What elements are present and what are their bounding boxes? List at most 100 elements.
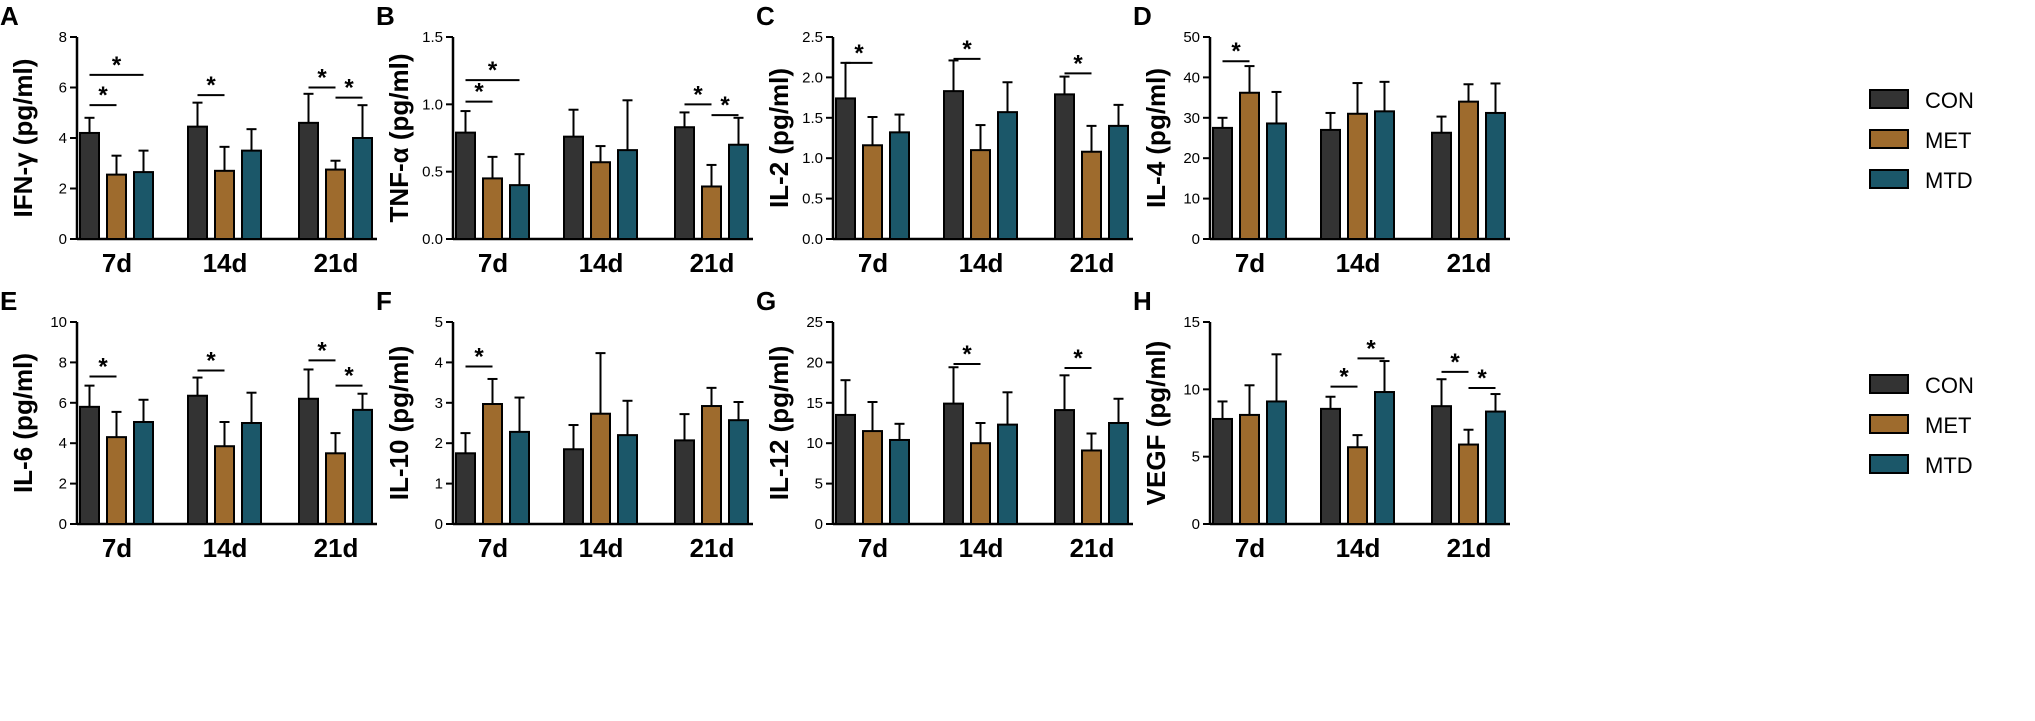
panel-d: D IL-4 (pg/ml) 0 10 20 30 40 50 7d 14d 21d * [1133, 1, 1510, 278]
x-tick-label-c-14d: 14d [959, 248, 1004, 278]
bar-b-mtd-14d [617, 149, 638, 240]
legend-swatch-con [1869, 374, 1909, 394]
y-tick-label-f-4: 4 [435, 354, 443, 371]
legend-label-mtd: MTD [1925, 453, 1973, 478]
x-tick-label-d-7d: 7d [1235, 248, 1265, 278]
y-tick-label-b-0: 0.0 [422, 231, 443, 248]
bar-h-mtd-7d [1266, 400, 1287, 526]
bar-f-mtd-21d [728, 419, 749, 525]
x-tick-label-c-21d: 21d [1070, 248, 1115, 278]
y-tick-label-g-5: 25 [806, 314, 823, 331]
x-tick-label-c-7d: 7d [858, 248, 888, 278]
x-tick-label-a-14d: 14d [203, 248, 248, 278]
legend-1: CON MET MTD [1869, 88, 1974, 193]
y-tick-label-a-2: 4 [59, 130, 67, 147]
bar-d-mtd-21d [1485, 111, 1506, 240]
panel-c: C IL-2 (pg/ml) 0.0 0.5 1.0 1.5 2.0 2.5 7d 14d 21d *… [756, 1, 1133, 278]
x-tick-label-d-21d: 21d [1447, 248, 1492, 278]
y-tick-label-c-5: 2.5 [802, 29, 823, 46]
y-axis-label-h: VEGF (pg/ml) [1141, 341, 1171, 506]
bar-d-met-7d [1239, 91, 1260, 240]
y-tick-label-f-5: 5 [435, 314, 443, 331]
bar-d-con-7d [1212, 126, 1233, 240]
legend-label-con: CON [1925, 88, 1974, 113]
x-tick-label-e-21d: 21d [314, 533, 359, 563]
bar-c-con-7d [835, 97, 856, 240]
bar-e-con-7d [79, 405, 100, 525]
panel-h: H VEGF (pg/ml) 0 5 10 15 7d 14d 21d * * * * [1133, 286, 1510, 563]
y-tick-label-e-1: 2 [59, 476, 67, 493]
y-tick-label-e-4: 8 [59, 354, 67, 371]
sig-star-b-2: * [693, 81, 703, 108]
sig-star-b-0: * [474, 79, 484, 106]
x-tick-label-h-14d: 14d [1336, 533, 1381, 563]
bar-e-met-14d [214, 445, 235, 526]
bar-h-con-14d [1320, 407, 1341, 525]
bar-c-con-21d [1054, 93, 1075, 240]
sig-star-b-3: * [720, 92, 730, 119]
y-tick-label-d-3: 30 [1183, 110, 1200, 127]
sig-star-h-1: * [1366, 335, 1376, 362]
sig-star-c-0: * [854, 40, 864, 67]
y-tick-label-e-3: 6 [59, 395, 67, 412]
sig-star-h-0: * [1339, 364, 1349, 391]
bar-f-mtd-14d [617, 434, 638, 525]
y-tick-label-d-2: 20 [1183, 150, 1200, 167]
bar-f-met-7d [482, 403, 503, 525]
y-tick-label-b-3: 1.5 [422, 29, 443, 46]
bar-f-con-14d [563, 448, 584, 526]
panel-letter-b: B [376, 1, 395, 31]
legend-label-met: MET [1925, 413, 1971, 438]
sig-star-a-0: * [98, 82, 108, 109]
bar-e-mtd-14d [241, 422, 262, 525]
panel-letter-h: H [1133, 286, 1152, 316]
bar-h-met-21d [1458, 443, 1479, 525]
sig-star-e-2: * [317, 337, 327, 364]
bar-b-met-14d [590, 161, 611, 241]
y-tick-label-h-1: 5 [1192, 449, 1200, 466]
sig-star-a-2: * [206, 72, 216, 99]
bar-c-met-14d [970, 149, 991, 240]
y-axis-label-g: IL-12 (pg/ml) [764, 346, 794, 501]
panel-letter-f: F [376, 286, 392, 316]
sig-star-d-0: * [1231, 38, 1241, 65]
legend-swatch-mtd [1869, 169, 1909, 189]
y-tick-label-a-4: 8 [59, 29, 67, 46]
y-tick-label-c-1: 0.5 [802, 191, 823, 208]
bar-h-con-7d [1212, 417, 1233, 525]
y-tick-label-a-0: 0 [59, 231, 67, 248]
bar-a-con-21d [298, 121, 319, 240]
panel-letter-d: D [1133, 1, 1152, 31]
bar-h-met-14d [1347, 446, 1368, 525]
y-tick-label-b-2: 1.0 [422, 96, 443, 113]
bar-c-met-7d [862, 144, 883, 240]
y-axis-label-d: IL-4 (pg/ml) [1141, 68, 1171, 208]
bar-d-con-14d [1320, 128, 1341, 240]
y-tick-label-h-2: 10 [1183, 381, 1200, 398]
bar-g-con-14d [943, 402, 964, 525]
y-tick-label-b-1: 0.5 [422, 164, 443, 181]
bar-a-mtd-7d [133, 171, 154, 240]
y-tick-label-c-0: 0.0 [802, 231, 823, 248]
bar-f-con-21d [674, 439, 695, 526]
bar-b-con-21d [674, 126, 695, 240]
x-tick-label-h-7d: 7d [1235, 533, 1265, 563]
legend-swatch-met [1869, 414, 1909, 434]
legend-swatch-con [1869, 89, 1909, 109]
bar-a-con-14d [187, 125, 208, 240]
bar-b-con-14d [563, 135, 584, 240]
y-tick-label-h-3: 15 [1183, 314, 1200, 331]
panel-e: E IL-6 (pg/ml) 0 2 4 6 8 10 7d 14d 21d * * * * [0, 286, 377, 563]
x-tick-label-a-21d: 21d [314, 248, 359, 278]
legend-swatch-met [1869, 129, 1909, 149]
x-tick-label-g-14d: 14d [959, 533, 1004, 563]
y-tick-label-e-2: 4 [59, 435, 67, 452]
bar-g-met-7d [862, 430, 883, 525]
bar-d-mtd-14d [1374, 110, 1395, 240]
sig-star-g-1: * [1073, 345, 1083, 372]
bar-a-met-7d [106, 173, 127, 240]
panel-f: F IL-10 (pg/ml) 0 1 2 3 4 5 7d 14d 21d * [376, 286, 753, 563]
